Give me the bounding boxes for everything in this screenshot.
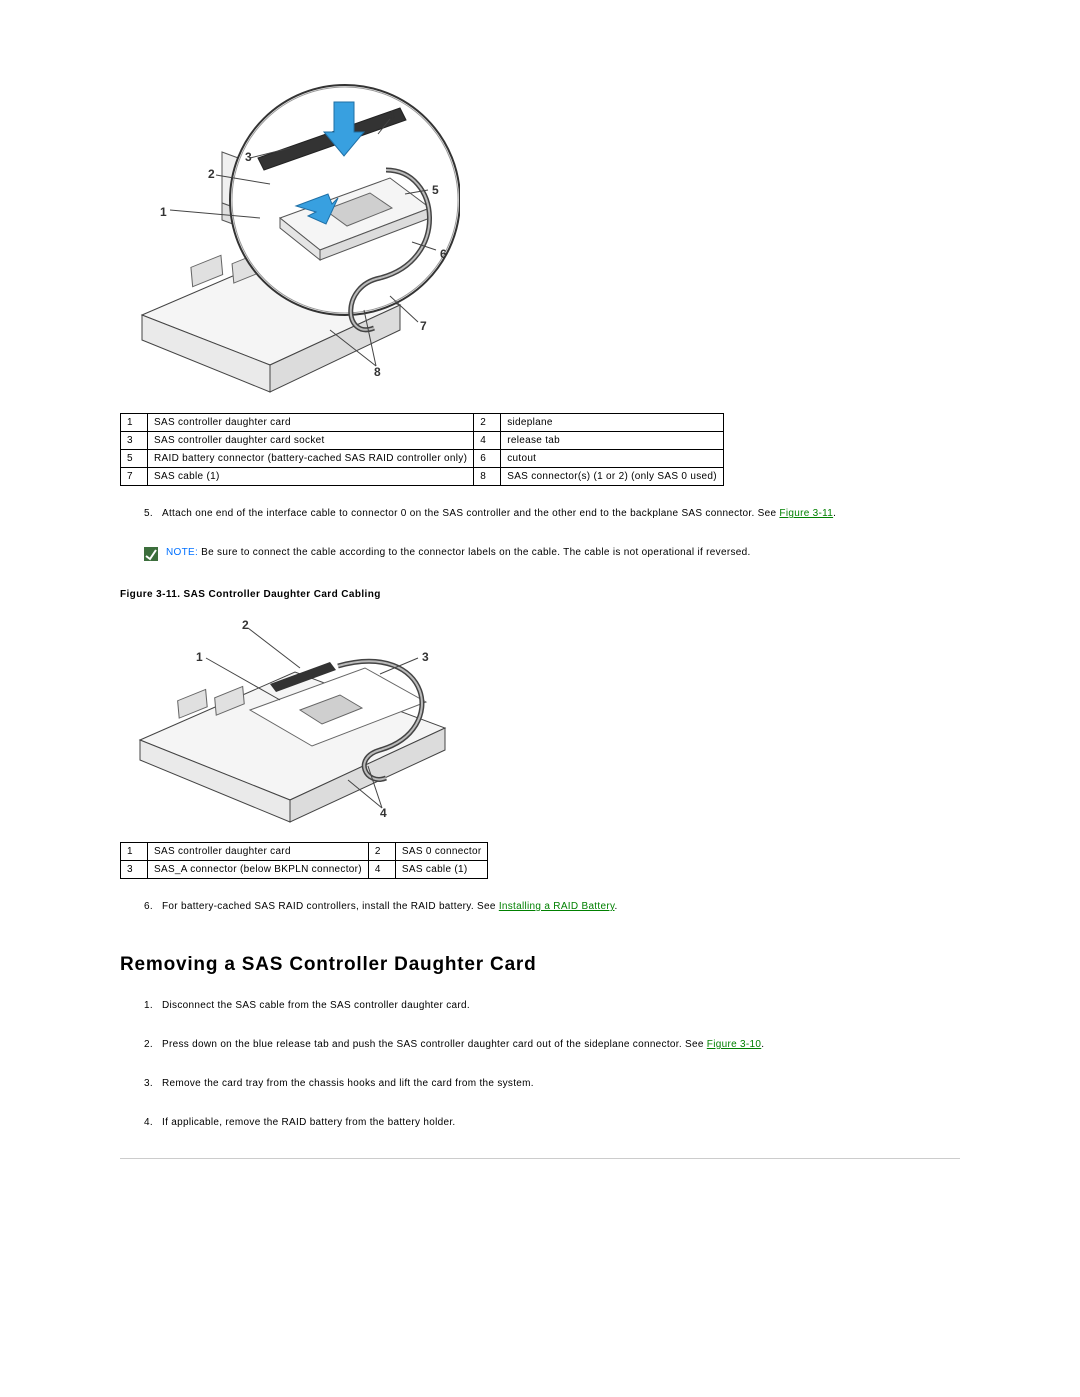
figure-3-11-svg — [130, 610, 460, 830]
callout-7: 7 — [420, 319, 427, 333]
removal-step-list: 1. Disconnect the SAS cable from the SAS… — [144, 1000, 960, 1128]
cell: 1 — [121, 843, 148, 861]
step-text: If applicable, remove the RAID battery f… — [162, 1117, 455, 1128]
note: NOTE: Be sure to connect the cable accor… — [144, 547, 960, 561]
table-row: 5 RAID battery connector (battery-cached… — [121, 450, 724, 468]
remove-step-3: 3. Remove the card tray from the chassis… — [144, 1078, 960, 1089]
cell: 5 — [121, 450, 148, 468]
callout-2: 2 — [242, 618, 249, 632]
callout-6: 6 — [440, 247, 447, 261]
callout-1: 1 — [196, 650, 203, 664]
cell: 3 — [121, 432, 148, 450]
cell: 7 — [121, 468, 148, 486]
cell: SAS cable (1) — [395, 861, 488, 879]
table-row: 3 SAS_A connector (below BKPLN connector… — [121, 861, 488, 879]
cell: SAS controller daughter card — [148, 414, 474, 432]
cell: sideplane — [501, 414, 724, 432]
callout-4: 4 — [388, 108, 395, 122]
cell: SAS controller daughter card socket — [148, 432, 474, 450]
section-divider — [120, 1158, 960, 1159]
step-number: 6. — [144, 901, 162, 912]
cell: 3 — [121, 861, 148, 879]
step-list-continued: 5. Attach one end of the interface cable… — [144, 508, 960, 519]
figure-3-10-link[interactable]: Figure 3-10 — [707, 1039, 761, 1050]
step-text: Press down on the blue release tab and p… — [162, 1039, 764, 1050]
step-6-list: 6. For battery-cached SAS RAID controlle… — [144, 901, 960, 912]
table-row: 3 SAS controller daughter card socket 4 … — [121, 432, 724, 450]
cell: RAID battery connector (battery-cached S… — [148, 450, 474, 468]
cell: 4 — [368, 861, 395, 879]
cell: 4 — [474, 432, 501, 450]
cell: 1 — [121, 414, 148, 432]
step-text: For battery-cached SAS RAID controllers,… — [162, 901, 618, 912]
figure-3-10-svg — [130, 30, 460, 395]
step-text: Disconnect the SAS cable from the SAS co… — [162, 1000, 470, 1011]
step-6: 6. For battery-cached SAS RAID controlle… — [144, 901, 960, 912]
step-number: 5. — [144, 508, 162, 519]
cell: SAS_A connector (below BKPLN connector) — [148, 861, 369, 879]
table-row: 1 SAS controller daughter card 2 sidepla… — [121, 414, 724, 432]
remove-step-1: 1. Disconnect the SAS cable from the SAS… — [144, 1000, 960, 1011]
step-text: Remove the card tray from the chassis ho… — [162, 1078, 534, 1089]
callout-3: 3 — [245, 150, 252, 164]
figure-3-11-link[interactable]: Figure 3-11 — [779, 508, 833, 519]
table-row: 1 SAS controller daughter card 2 SAS 0 c… — [121, 843, 488, 861]
cell: 2 — [368, 843, 395, 861]
remove-step-2: 2. Press down on the blue release tab an… — [144, 1039, 960, 1050]
callout-2: 2 — [208, 167, 215, 181]
cell: 2 — [474, 414, 501, 432]
note-icon — [144, 547, 158, 561]
page: 1 2 3 4 5 6 7 8 1 SAS controller daughte… — [0, 0, 1080, 1397]
cell: 6 — [474, 450, 501, 468]
remove-step-4: 4. If applicable, remove the RAID batter… — [144, 1117, 960, 1128]
step-number: 2. — [144, 1039, 162, 1050]
figure-3-10: 1 2 3 4 5 6 7 8 — [130, 30, 960, 395]
figure-3-10-drawing: 1 2 3 4 5 6 7 8 — [130, 30, 460, 395]
table-row: 7 SAS cable (1) 8 SAS connector(s) (1 or… — [121, 468, 724, 486]
step-5: 5. Attach one end of the interface cable… — [144, 508, 960, 519]
cell: 8 — [474, 468, 501, 486]
cell: release tab — [501, 432, 724, 450]
callout-4: 4 — [380, 806, 387, 820]
step-number: 3. — [144, 1078, 162, 1089]
step-number: 4. — [144, 1117, 162, 1128]
cell: SAS controller daughter card — [148, 843, 369, 861]
note-text: NOTE: Be sure to connect the cable accor… — [166, 547, 751, 558]
cell: cutout — [501, 450, 724, 468]
step-text: Attach one end of the interface cable to… — [162, 508, 836, 519]
callout-5: 5 — [432, 183, 439, 197]
cell: SAS cable (1) — [148, 468, 474, 486]
figure-3-11-drawing: 1 2 3 4 — [130, 610, 460, 830]
cell: SAS connector(s) (1 or 2) (only SAS 0 us… — [501, 468, 724, 486]
figure-3-11-caption: Figure 3-11. SAS Controller Daughter Car… — [120, 589, 960, 600]
installing-raid-battery-link[interactable]: Installing a RAID Battery — [499, 901, 615, 912]
callout-8: 8 — [374, 365, 381, 379]
cell: SAS 0 connector — [395, 843, 488, 861]
figure-3-11-table: 1 SAS controller daughter card 2 SAS 0 c… — [120, 842, 488, 879]
callout-3: 3 — [422, 650, 429, 664]
callout-1: 1 — [160, 205, 167, 219]
note-label: NOTE: — [166, 547, 198, 558]
section-heading-removing: Removing a SAS Controller Daughter Card — [120, 954, 960, 976]
figure-3-10-table: 1 SAS controller daughter card 2 sidepla… — [120, 413, 724, 486]
step-number: 1. — [144, 1000, 162, 1011]
